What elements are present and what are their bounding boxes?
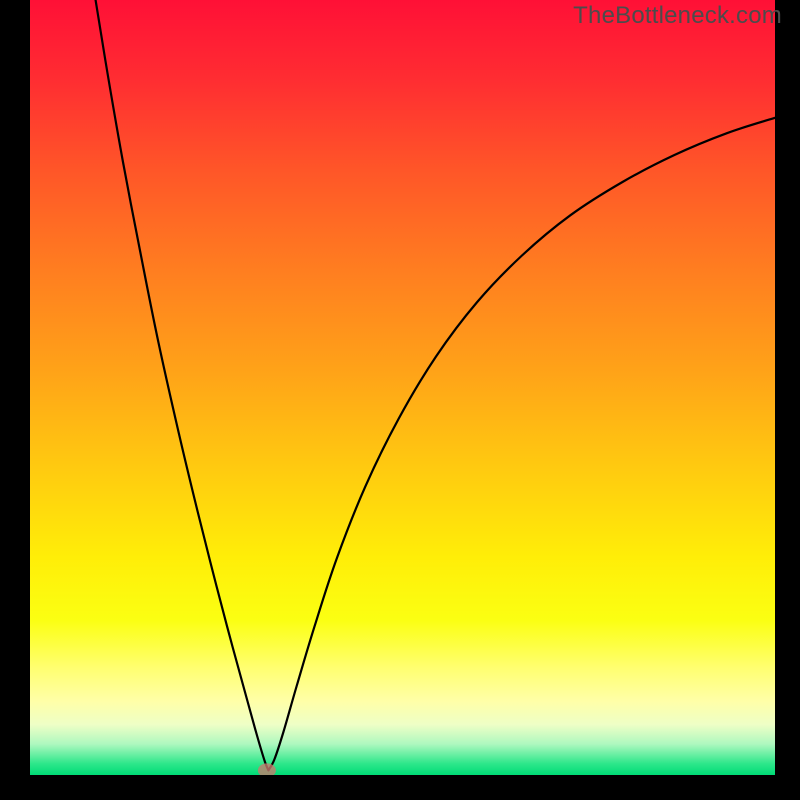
frame-right <box>775 0 800 800</box>
watermark-text: TheBottleneck.com <box>573 2 782 30</box>
frame-bottom <box>0 775 800 800</box>
frame-left <box>0 0 30 800</box>
plot-area <box>30 0 775 775</box>
bottleneck-curve <box>30 0 775 775</box>
